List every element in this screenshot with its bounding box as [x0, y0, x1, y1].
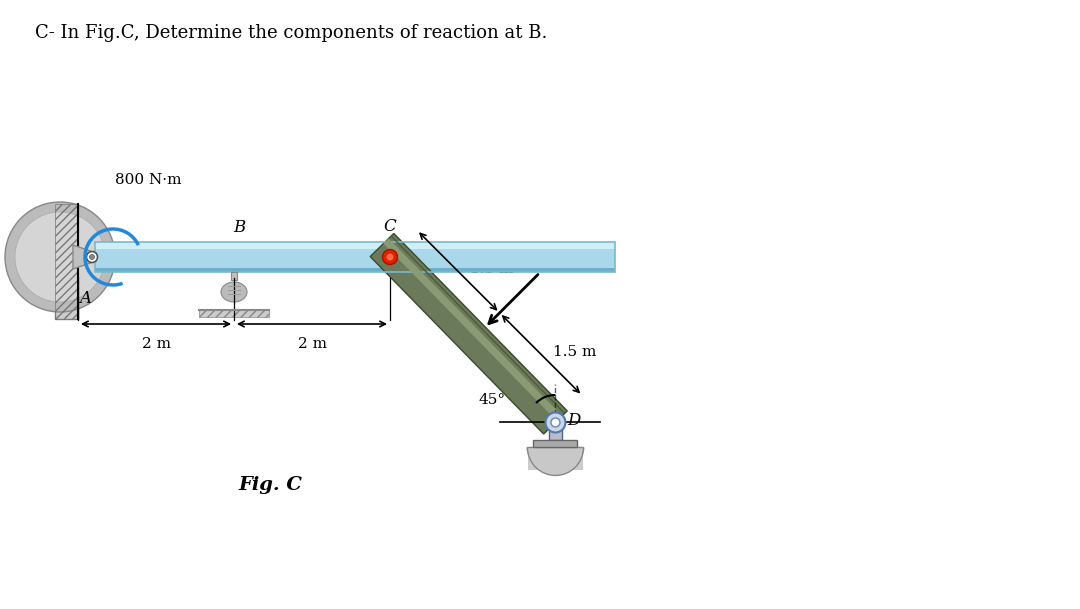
Circle shape — [382, 250, 397, 264]
Circle shape — [387, 253, 393, 261]
Polygon shape — [383, 238, 562, 421]
Text: Fig. C: Fig. C — [238, 476, 302, 494]
Text: A: A — [79, 290, 91, 307]
Text: 1.5 m: 1.5 m — [470, 262, 514, 276]
Bar — [55, 204, 78, 319]
Text: B: B — [233, 219, 245, 236]
Circle shape — [15, 212, 105, 302]
Bar — [199, 310, 269, 317]
Text: D: D — [567, 412, 581, 429]
Circle shape — [551, 418, 559, 427]
Wedge shape — [527, 448, 583, 476]
Polygon shape — [73, 245, 96, 269]
Polygon shape — [528, 448, 583, 470]
Text: C: C — [383, 218, 396, 235]
Bar — [95, 242, 615, 272]
Text: 800 N·m: 800 N·m — [114, 173, 181, 187]
Bar — [231, 272, 237, 280]
Text: 2 m: 2 m — [297, 337, 326, 351]
Bar — [95, 267, 615, 272]
Ellipse shape — [221, 282, 247, 302]
Text: 600 N: 600 N — [552, 253, 599, 267]
Bar — [55, 204, 78, 319]
Bar — [95, 242, 615, 272]
Polygon shape — [370, 233, 567, 434]
Bar — [95, 242, 615, 248]
Text: 45°: 45° — [478, 393, 505, 407]
Circle shape — [86, 252, 97, 262]
Bar — [549, 423, 562, 440]
Text: 2 m: 2 m — [141, 337, 171, 351]
Circle shape — [90, 255, 95, 259]
Polygon shape — [391, 236, 565, 414]
Circle shape — [545, 412, 566, 432]
Text: C- In Fig.C, Determine the components of reaction at B.: C- In Fig.C, Determine the components of… — [35, 24, 548, 42]
Circle shape — [5, 202, 114, 312]
Bar — [534, 440, 578, 448]
Text: 1.5 m: 1.5 m — [553, 345, 596, 359]
